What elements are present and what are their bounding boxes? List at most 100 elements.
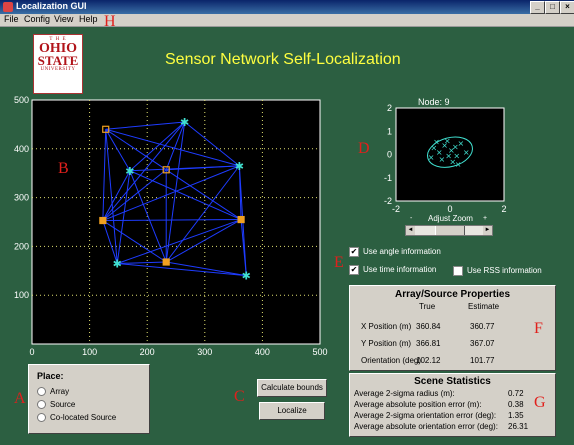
- prop-estimate: 360.77: [470, 322, 495, 331]
- annotation-d: D: [358, 140, 370, 157]
- network-edge: [117, 261, 167, 264]
- network-edge: [105, 129, 118, 264]
- node-x-tick-label: 0: [447, 204, 452, 214]
- localize-button[interactable]: Localize: [259, 402, 325, 420]
- menu-help[interactable]: Help: [79, 14, 98, 24]
- place-panel: Place: Array Source Co-located Source: [28, 364, 150, 434]
- x-tick-label: 400: [255, 347, 270, 357]
- x-tick-label: 100: [82, 347, 97, 357]
- time-option[interactable]: ✔ Use time information: [349, 265, 436, 275]
- zoom-left-arrow[interactable]: ◄: [406, 226, 415, 235]
- source-marker: [162, 166, 170, 174]
- radio-icon[interactable]: [37, 387, 46, 397]
- node-y-tick-label: -2: [384, 196, 392, 206]
- network-edge: [102, 121, 186, 221]
- estimate-marker: ×: [444, 137, 451, 146]
- menu-config[interactable]: Config: [24, 14, 51, 24]
- window-title: Localization GUI: [16, 1, 87, 11]
- prop-label: X Position (m): [361, 322, 412, 331]
- network-edge: [105, 129, 131, 172]
- network-edge: [165, 165, 240, 263]
- col-estimate: Estimate: [468, 302, 500, 311]
- zoom-minus-label: -: [410, 215, 413, 222]
- close-button[interactable]: ×: [560, 1, 574, 14]
- node-y-tick-label: 0: [387, 150, 392, 160]
- node-x-tick-label: -2: [392, 204, 400, 214]
- prop-label: Orientation (deg): [361, 356, 422, 365]
- title-bar: Localization GUI _ □ ×: [0, 0, 574, 14]
- calculate-bounds-button[interactable]: Calculate bounds: [257, 379, 327, 397]
- rss-option[interactable]: Use RSS information: [453, 266, 542, 276]
- zoom-right-arrow[interactable]: ►: [483, 226, 492, 235]
- source-marker: [237, 215, 245, 224]
- network-edge: [102, 129, 107, 221]
- sensor-marker: ✱: [235, 160, 244, 173]
- annotation-h: H: [104, 13, 116, 30]
- minimize-button[interactable]: _: [530, 1, 545, 14]
- source-marker: [99, 216, 107, 225]
- network-edge: [102, 220, 167, 263]
- network-edge: [102, 220, 118, 264]
- estimate-marker: ×: [448, 146, 455, 155]
- stats-panel: Scene Statistics Average 2-sigma radius …: [349, 373, 556, 437]
- stat-value: 0.38: [508, 400, 524, 409]
- estimate-marker: ×: [452, 142, 459, 151]
- prop-true: 360.84: [416, 322, 441, 331]
- properties-title: Array/Source Properties: [394, 289, 511, 300]
- network-edge: [102, 219, 242, 222]
- rss-label: Use RSS information: [467, 266, 542, 276]
- node-plot-area: [395, 107, 505, 202]
- plot-area: [31, 99, 321, 345]
- prop-estimate: 101.77: [470, 356, 495, 365]
- y-tick-label: 100: [14, 290, 29, 300]
- network-edge: [105, 128, 240, 167]
- radio-array[interactable]: Array: [37, 387, 69, 397]
- x-tick-label: 0: [29, 347, 34, 357]
- menu-view[interactable]: View: [54, 14, 74, 24]
- time-label: Use time information: [363, 265, 437, 275]
- radio-icon[interactable]: [37, 413, 46, 423]
- y-tick-label: 500: [14, 95, 29, 105]
- angle-label: Use angle information: [363, 247, 441, 257]
- app-icon: [3, 2, 13, 12]
- network-edge: [102, 165, 240, 222]
- network-edge: [116, 170, 131, 264]
- annotation-b: B: [58, 160, 69, 177]
- stat-label: Average absolute position error (m):: [354, 400, 482, 409]
- zoom-slider[interactable]: ◄ ►: [405, 225, 493, 236]
- annotation-c: C: [234, 388, 245, 405]
- radio-source[interactable]: Source: [37, 400, 75, 410]
- zoom-thumb[interactable]: [435, 226, 465, 235]
- angle-checkbox[interactable]: ✔: [349, 247, 359, 257]
- x-tick-label: 500: [312, 347, 327, 357]
- menu-file[interactable]: File: [4, 14, 19, 24]
- y-tick-label: 300: [14, 193, 29, 203]
- stat-label: Average absolute orientation error (deg)…: [354, 422, 498, 431]
- estimate-marker: ×: [441, 141, 448, 150]
- network-edge: [166, 165, 240, 171]
- annotation-a: A: [14, 390, 26, 407]
- stats-title: Scene Statistics: [414, 376, 491, 387]
- network-edge: [105, 128, 167, 171]
- network-edge: [129, 170, 167, 263]
- estimate-marker: ×: [433, 138, 440, 147]
- angle-option[interactable]: ✔ Use angle information: [349, 247, 441, 257]
- estimate-marker: ×: [455, 160, 462, 169]
- radio-colocated-source[interactable]: Co-located Source: [37, 413, 116, 423]
- annotation-g: G: [534, 394, 546, 411]
- stat-value: 1.35: [508, 411, 524, 420]
- time-checkbox[interactable]: ✔: [349, 265, 359, 275]
- rss-checkbox[interactable]: [453, 266, 463, 276]
- stat-value: 0.72: [508, 389, 524, 398]
- estimate-marker: ×: [449, 157, 456, 166]
- estimate-marker: ×: [439, 155, 446, 164]
- radio-icon[interactable]: [37, 400, 46, 410]
- network-edge: [117, 262, 247, 277]
- prop-estimate: 367.07: [470, 339, 495, 348]
- estimate-marker: ×: [453, 152, 460, 161]
- source-marker: [102, 125, 110, 133]
- node-y-tick-label: -1: [384, 173, 392, 183]
- maximize-button[interactable]: □: [545, 1, 560, 14]
- uncertainty-ellipse: [427, 136, 473, 168]
